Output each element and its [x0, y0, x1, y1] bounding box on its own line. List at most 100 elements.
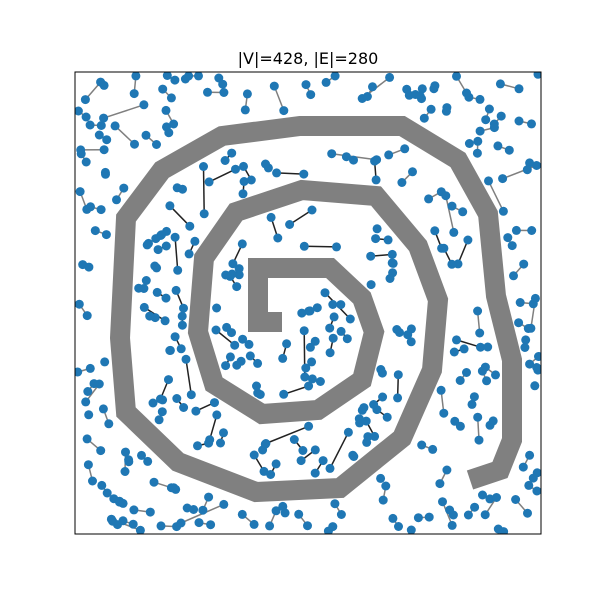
graph-node — [467, 399, 477, 409]
graph-node — [110, 121, 120, 131]
graph-node — [438, 497, 447, 507]
graph-node — [206, 520, 216, 530]
graph-node — [246, 175, 256, 185]
graph-node — [99, 145, 109, 155]
graph-node — [249, 450, 259, 460]
graph-node — [139, 302, 149, 312]
graph-node — [441, 106, 451, 116]
graph-node — [273, 233, 283, 243]
graph-node — [478, 490, 487, 500]
graph-node — [178, 184, 187, 194]
graph-node — [119, 183, 129, 193]
graph-node — [406, 525, 416, 534]
graph-node — [310, 445, 320, 455]
graph-node — [370, 431, 380, 441]
graph-node — [336, 510, 346, 519]
graph-node — [177, 320, 187, 330]
graph-node — [166, 93, 176, 103]
graph-node — [349, 452, 359, 461]
graph-node — [413, 513, 423, 523]
graph-node — [519, 259, 529, 269]
graph-node — [509, 271, 518, 281]
graph-node — [261, 159, 270, 169]
graph-node — [442, 465, 452, 475]
graph-node — [496, 111, 506, 121]
graph-edge — [208, 168, 236, 183]
graph-node — [310, 336, 320, 346]
graph-node — [530, 381, 540, 391]
graph-node — [220, 156, 230, 165]
graph-node — [294, 509, 304, 519]
graph-node — [238, 189, 248, 199]
graph-node — [447, 201, 457, 211]
graph-node — [463, 510, 473, 520]
graph-node — [387, 249, 397, 259]
graph-node — [532, 486, 541, 496]
graph-node — [527, 119, 536, 129]
graph-node — [349, 155, 358, 165]
graph-node — [447, 520, 457, 530]
graph-node — [156, 521, 166, 531]
graph-node — [89, 379, 99, 389]
graph-node — [261, 439, 271, 448]
graph-node — [381, 481, 391, 491]
graph-node — [523, 508, 532, 518]
graph-node — [219, 88, 229, 97]
graph-edge — [174, 237, 179, 271]
graph-node — [227, 269, 237, 279]
graph-node — [477, 366, 487, 376]
axes-frame — [74, 71, 542, 535]
graph-node — [343, 427, 353, 437]
graph-node — [366, 251, 376, 261]
graph-edge — [185, 359, 193, 395]
graph-node — [455, 421, 465, 431]
graph-node — [318, 456, 328, 466]
graph-node — [462, 88, 471, 98]
graph-node — [143, 456, 153, 466]
graph-node — [341, 152, 351, 162]
graph-node — [371, 234, 381, 244]
graph-node — [402, 84, 412, 94]
graph-node — [90, 226, 100, 236]
graph-node — [227, 148, 237, 158]
graph-node — [169, 119, 179, 129]
graph-node — [204, 438, 214, 448]
graph-node — [135, 525, 145, 534]
graph-node — [328, 300, 338, 309]
graph-node — [503, 233, 513, 243]
graph-node — [83, 460, 93, 470]
graph-node — [483, 342, 493, 352]
graph-node — [462, 368, 471, 377]
graph-node — [158, 84, 168, 94]
graph-node — [301, 80, 311, 90]
graph-node — [528, 473, 538, 483]
graph-node — [96, 205, 106, 215]
graph-node — [522, 165, 532, 175]
graph-node — [280, 508, 290, 518]
graph-node — [150, 261, 160, 271]
graph-node — [387, 258, 397, 268]
graph-node — [271, 506, 281, 516]
graph-node — [482, 376, 492, 386]
graph-node — [128, 519, 138, 529]
graph-node — [101, 230, 111, 240]
graph-node — [102, 135, 112, 145]
graph-node — [228, 259, 238, 269]
graph-node — [289, 435, 299, 444]
graph-node — [378, 392, 388, 402]
graph-node — [212, 303, 222, 313]
graph-node — [430, 226, 440, 236]
graph-node — [156, 394, 165, 404]
graph-node — [194, 518, 204, 528]
graph-node — [269, 81, 279, 91]
graph-node — [129, 505, 139, 515]
graph-node — [106, 514, 116, 524]
graph-node — [469, 392, 479, 402]
graph-node — [81, 112, 91, 122]
graph-node — [218, 79, 228, 89]
graph-node — [266, 212, 276, 222]
graph-node — [507, 241, 517, 251]
graph-node — [525, 359, 535, 369]
graph-node — [141, 276, 151, 285]
